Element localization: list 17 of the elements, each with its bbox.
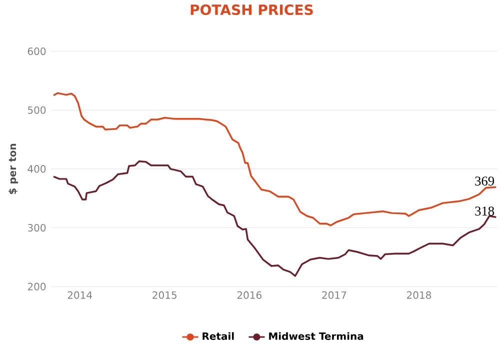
annotation: 369	[475, 176, 494, 186]
y-tick-label: 300	[28, 224, 46, 232]
y-tick-label: 400	[28, 165, 46, 173]
chart-title: POTASH PRICES	[190, 4, 313, 15]
x-tick-label: 2018	[406, 291, 432, 299]
x-tick-label: 2015	[152, 291, 176, 299]
y-tick-label: 500	[28, 106, 46, 114]
legend-label: Midwest Termina	[269, 332, 364, 340]
x-tick-label: 2017	[322, 291, 346, 299]
x-tick-label: 2014	[68, 291, 92, 299]
y-tick-label: 600	[28, 47, 46, 55]
annotation: 318	[475, 206, 494, 216]
legend-label: Retail	[202, 332, 234, 340]
y-axis-title: $ per ton	[8, 144, 18, 194]
x-tick-label: 2016	[237, 291, 262, 299]
y-tick-label: 200	[28, 282, 46, 290]
line-series	[52, 160, 497, 277]
